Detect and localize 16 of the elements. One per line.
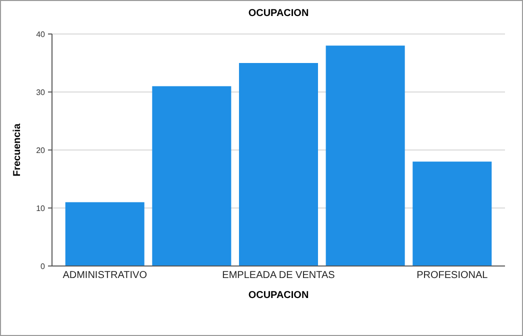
- bar: [326, 46, 405, 266]
- chart-title: OCUPACION: [248, 8, 309, 19]
- x-tick-label: EMPLEADA DE VENTAS: [222, 270, 336, 281]
- bar: [65, 202, 144, 266]
- y-axis-title: Frecuencia: [12, 123, 23, 176]
- y-tick-label: 30: [36, 88, 46, 97]
- x-tick-label: PROFESIONAL: [416, 270, 488, 281]
- y-tick-label: 10: [36, 204, 46, 213]
- bar: [238, 63, 318, 266]
- y-tick-label: 0: [40, 262, 46, 271]
- y-tick-label: 20: [36, 146, 46, 155]
- y-tick-label: 40: [36, 30, 46, 39]
- x-axis-title: OCUPACION: [248, 290, 309, 301]
- bar: [412, 162, 492, 266]
- x-tick-label: ADMINISTRATIVO: [62, 270, 148, 281]
- bar: [152, 86, 232, 266]
